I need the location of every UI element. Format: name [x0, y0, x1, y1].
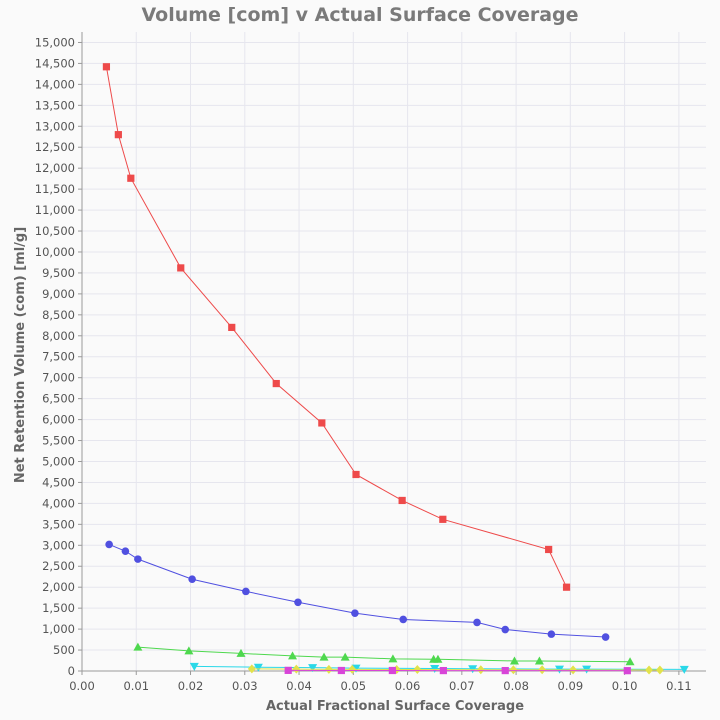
data-point — [228, 324, 235, 331]
data-point — [656, 665, 664, 674]
y-tick-label: 15,000 — [35, 35, 75, 49]
y-tick-label: 6,500 — [42, 392, 75, 406]
series-line — [106, 67, 566, 587]
x-tick-label: 0.11 — [666, 679, 692, 693]
x-tick-label: 0.00 — [69, 679, 95, 693]
y-tick-label: 8,500 — [42, 308, 75, 322]
series-line — [138, 647, 630, 662]
y-axis-label: Net Retention Volume (com) [ml/g] — [13, 227, 28, 483]
data-point — [133, 643, 142, 651]
x-tick-label: 0.06 — [395, 679, 421, 693]
y-tick-label: 10,000 — [35, 245, 75, 259]
x-tick-label: 0.01 — [123, 679, 149, 693]
data-point — [352, 471, 359, 478]
y-tick-label: 14,500 — [35, 56, 75, 70]
x-axis-label: Actual Fractional Surface Coverage — [266, 699, 524, 714]
data-point — [502, 667, 509, 674]
data-point — [477, 665, 485, 674]
y-tick-label: 4,000 — [42, 496, 75, 510]
x-tick-label: 0.10 — [612, 679, 638, 693]
data-point — [127, 175, 134, 182]
y-tick-label: 500 — [53, 643, 75, 657]
data-point — [501, 626, 509, 634]
data-point — [115, 131, 122, 138]
data-point — [134, 555, 142, 563]
data-point — [624, 667, 631, 674]
x-tick-label: 0.09 — [558, 679, 584, 693]
y-tick-label: 10,500 — [35, 224, 75, 238]
y-tick-label: 2,000 — [42, 580, 75, 594]
y-tick-label: 9,500 — [42, 266, 75, 280]
y-tick-label: 13,500 — [35, 98, 75, 112]
y-tick-label: 1,500 — [42, 601, 75, 615]
series-4 — [190, 663, 689, 674]
data-point — [399, 616, 407, 624]
y-tick-label: 5,500 — [42, 434, 75, 448]
y-tick-label: 1,000 — [42, 622, 75, 636]
y-tick-label: 3,500 — [42, 517, 75, 531]
y-tick-label: 6,000 — [42, 413, 75, 427]
y-tick-label: 7,000 — [42, 371, 75, 385]
y-tick-label: 3,000 — [42, 538, 75, 552]
chart-title: Volume [com] v Actual Surface Coverage — [141, 4, 578, 26]
data-point — [413, 665, 421, 674]
data-point — [473, 619, 481, 627]
data-point — [188, 575, 196, 583]
series-line — [109, 544, 605, 637]
data-point — [645, 665, 653, 674]
y-tick-label: 9,000 — [42, 287, 75, 301]
y-tick-label: 13,000 — [35, 119, 75, 133]
data-point — [318, 419, 325, 426]
y-tick-label: 2,500 — [42, 559, 75, 573]
data-point — [122, 547, 130, 555]
axes — [82, 32, 706, 671]
data-point — [325, 665, 333, 674]
data-point — [103, 63, 110, 70]
series-2 — [105, 541, 609, 641]
data-point — [105, 541, 113, 549]
x-tick-label: 0.07 — [449, 679, 475, 693]
y-tick-label: 7,500 — [42, 350, 75, 364]
data-point — [538, 665, 546, 674]
data-point — [439, 516, 446, 523]
data-point — [338, 667, 345, 674]
y-tick-label: 11,000 — [35, 203, 75, 217]
data-point — [548, 630, 556, 638]
y-tick-label: 12,000 — [35, 161, 75, 175]
data-point — [248, 664, 256, 673]
data-point — [294, 598, 302, 606]
data-point — [351, 609, 359, 617]
data-point — [389, 667, 396, 674]
data-point — [242, 588, 250, 596]
data-point — [563, 584, 570, 591]
x-axis-ticks: 0.00 0.01 0.02 0.03 0.04 0.05 0.06 0.07 0.08 0.09… — [69, 671, 691, 693]
data-point — [285, 667, 292, 674]
y-tick-label: 8,000 — [42, 329, 75, 343]
series-3 — [133, 643, 634, 666]
data-point — [545, 546, 552, 553]
x-tick-label: 0.05 — [340, 679, 366, 693]
data-point — [602, 633, 610, 641]
y-tick-label: 4,500 — [42, 475, 75, 489]
data-point — [680, 666, 689, 674]
data-point — [399, 497, 406, 504]
x-tick-label: 0.03 — [232, 679, 258, 693]
data-point — [177, 264, 184, 271]
data-point — [273, 380, 280, 387]
data-point — [535, 656, 544, 664]
data-point — [440, 667, 447, 674]
y-tick-label: 5,000 — [42, 454, 75, 468]
y-tick-label: 12,500 — [35, 140, 75, 154]
y-tick-label: 11,500 — [35, 182, 75, 196]
y-tick-label: 14,000 — [35, 77, 75, 91]
y-axis-ticks: 0 500 1,000 1,500 2,000 2,500 3,000 3,500 4,000 4… — [35, 35, 82, 678]
x-tick-label: 0.08 — [503, 679, 529, 693]
x-tick-label: 0.02 — [178, 679, 204, 693]
y-tick-label: 0 — [68, 664, 75, 678]
x-tick-label: 0.04 — [286, 679, 312, 693]
grid — [82, 32, 706, 671]
series-1 — [103, 63, 570, 591]
